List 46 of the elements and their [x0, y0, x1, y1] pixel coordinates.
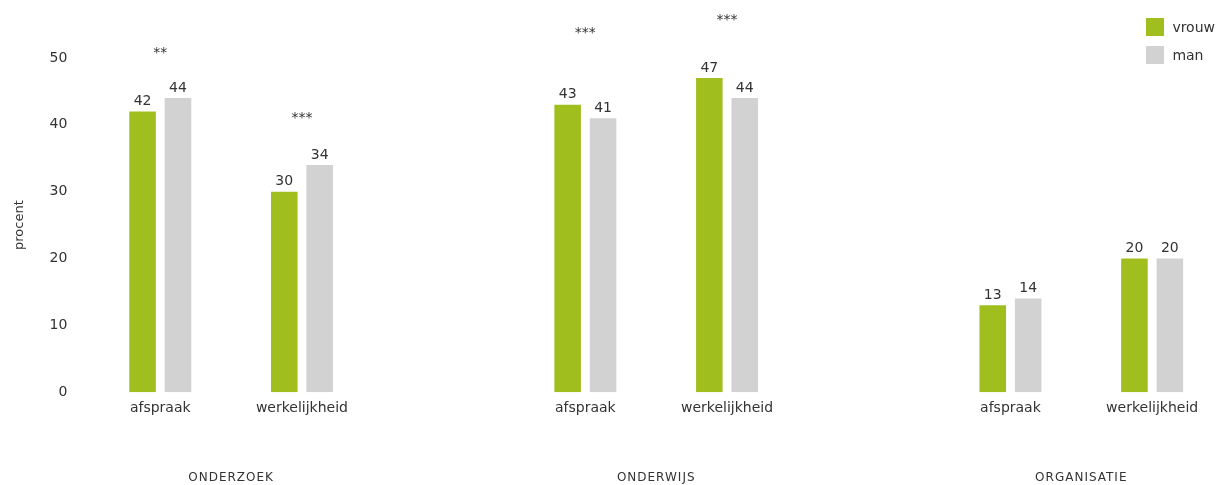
- text: ***: [716, 10, 738, 27]
- data-label: 41: [594, 98, 612, 115]
- text: ONDERWIJS: [616, 470, 696, 485]
- data-label: 44: [735, 78, 754, 95]
- legend-label: vrouw: [1172, 19, 1215, 35]
- annotation: **: [153, 43, 168, 60]
- bar: [589, 118, 617, 393]
- bar: [306, 164, 333, 393]
- x-tick-label: afspraak: [980, 399, 1042, 416]
- data-label: 47: [700, 58, 719, 75]
- y-tick-label: 0: [58, 382, 68, 399]
- legend-label: man: [1172, 47, 1204, 63]
- text: ORGANISATIE: [1035, 470, 1128, 485]
- data-label: 43: [558, 85, 577, 102]
- x-tick-label: werkelijkheid: [255, 399, 349, 416]
- bar: [1121, 258, 1148, 393]
- y-tick-label: 20: [49, 249, 68, 266]
- bar: [270, 191, 298, 393]
- bar: [731, 98, 759, 393]
- bar: [164, 98, 192, 393]
- bar: [1156, 258, 1184, 393]
- y-tick-label: 10: [49, 316, 68, 332]
- text: ***: [574, 23, 596, 40]
- y-tick-label: 40: [49, 115, 68, 132]
- data-label: 20: [1125, 239, 1144, 256]
- bar: [129, 111, 156, 393]
- data-label: 44: [169, 78, 187, 95]
- data-label: 14: [1019, 279, 1038, 296]
- bar: [554, 104, 581, 393]
- y-tick-label: 30: [49, 182, 68, 199]
- bar: [979, 305, 1007, 393]
- text: ONDERZOEK: [188, 470, 275, 485]
- data-label: 30: [275, 172, 294, 189]
- x-tick-label: werkelijkheid: [1106, 399, 1199, 416]
- x-tick-label: afspraak: [555, 399, 617, 416]
- data-label: 34: [310, 145, 329, 162]
- y-tick-label: 50: [49, 48, 68, 65]
- data-label: 13: [983, 285, 1002, 302]
- bar: [1014, 298, 1042, 393]
- data-label: 42: [133, 92, 152, 109]
- x-tick-label: afspraak: [129, 399, 192, 416]
- data-label: 20: [1160, 239, 1179, 256]
- annotation: ***: [291, 108, 313, 125]
- y-axis-title: procent: [11, 200, 27, 250]
- x-tick-label: werkelijkheid: [681, 399, 774, 416]
- bar: [696, 78, 723, 393]
